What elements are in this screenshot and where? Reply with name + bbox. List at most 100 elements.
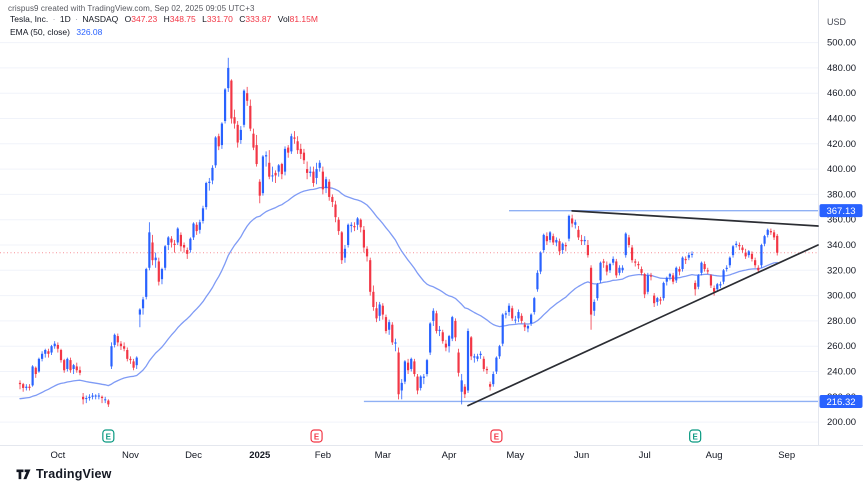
candle-body [511,308,514,319]
candle-body [637,263,640,266]
candle-body [769,231,772,233]
time-tick-label[interactable]: Dec [185,450,202,461]
candle-body [75,366,78,371]
time-tick-label[interactable]: Sep [778,450,795,461]
candle-body [548,232,552,240]
price-tick-label[interactable]: 420.00 [827,139,856,150]
candle-body [523,324,526,328]
candle-body [416,376,419,391]
candle-body [750,253,754,259]
candle-body [230,80,233,119]
candle-body [608,263,612,271]
candle-body [318,162,321,168]
price-tick-label[interactable]: 240.00 [827,367,856,378]
time-tick-label[interactable]: Jul [639,450,651,461]
candle-body [170,238,173,243]
candle-body [571,218,574,224]
trendline-drawing[interactable] [571,209,819,227]
time-tick-label[interactable]: Feb [315,450,331,461]
earnings-icon[interactable] [689,429,702,443]
candle-body [463,386,466,395]
separator: · [75,14,78,24]
candle-body [186,250,189,254]
price-tick-label[interactable]: 200.00 [827,417,856,428]
earnings-icon[interactable] [310,429,323,443]
candle-body [63,360,66,371]
candle-body [214,137,217,166]
candle-body [249,105,252,129]
candle-body [470,337,473,357]
candle-body [347,224,350,245]
time-tick-label[interactable]: Oct [50,450,65,461]
candle-body [40,353,44,359]
earnings-icon[interactable] [490,429,503,443]
candle-body [492,374,495,385]
candle-body [148,232,151,268]
candle-body [766,229,769,235]
time-tick-label[interactable]: May [506,450,524,461]
candle-body [277,165,280,172]
candle-body [624,233,627,256]
earnings-icon[interactable] [102,429,115,443]
tradingview-watermark[interactable]: TradingView [16,467,112,481]
candle-body [394,342,397,344]
candle-body [176,228,179,243]
symbol-row[interactable]: Tesla, Inc. · 1D · NASDAQ O347.23 H348.7… [10,13,318,25]
time-tick-label[interactable]: Mar [375,450,391,461]
candle-body [381,305,384,315]
price-tick-label[interactable]: 400.00 [827,164,856,175]
candle-body [356,218,359,225]
candle-body [747,251,750,256]
ema-indicator-row[interactable]: EMA (50, close) 326.08 [10,26,318,38]
price-tick-label[interactable]: 280.00 [827,316,856,327]
candle-body [198,222,201,230]
time-tick-label[interactable]: Apr [442,450,457,461]
candle-body [466,331,470,391]
candle-body [760,245,763,266]
candle-body [34,367,37,375]
candle-body [283,148,287,172]
candle-body [574,222,577,225]
volume-value: 81.15M [289,14,318,24]
trendline-drawing[interactable] [467,244,819,407]
price-tick-label[interactable]: 360.00 [827,215,856,226]
time-tick-label[interactable]: Nov [122,450,139,461]
candle-body [763,236,766,244]
high-value: 348.75 [169,14,196,24]
price-tick-label[interactable]: 300.00 [827,291,856,302]
price-tick-label[interactable]: 340.00 [827,240,856,251]
currency-label: USD [827,17,847,27]
candle-body [659,299,662,301]
price-tick-label[interactable]: 320.00 [827,265,856,276]
time-tick-label[interactable]: Jun [574,450,589,461]
price-tick-label[interactable]: 480.00 [827,63,856,74]
candle-body [107,400,110,405]
time-tick-label[interactable]: 2025 [249,450,271,461]
price-tick-label[interactable]: 500.00 [827,38,856,49]
candle-body [533,298,536,313]
price-tick-label[interactable]: 380.00 [827,189,856,200]
candle-body [482,358,485,369]
price-tick-label[interactable]: 440.00 [827,114,856,125]
candle-body [391,324,394,343]
candle-body [504,313,507,315]
candle-body [369,260,372,292]
candle-body [201,208,205,221]
candle-body [722,270,725,282]
time-tick-label[interactable]: Aug [706,450,723,461]
candle-body [406,362,410,371]
candle-body [375,308,378,319]
candle-body [359,219,362,228]
candle-body [91,395,94,397]
candle-body [539,252,542,272]
price-tick-label[interactable]: 460.00 [827,88,856,99]
price-badge [819,204,863,218]
candle-body [419,376,422,388]
candle-body [47,351,50,354]
candle-body [132,361,135,368]
candle-body [302,152,306,161]
price-tick-label[interactable]: 260.00 [827,341,856,352]
candle-body [514,319,517,321]
candle-body [447,336,451,347]
